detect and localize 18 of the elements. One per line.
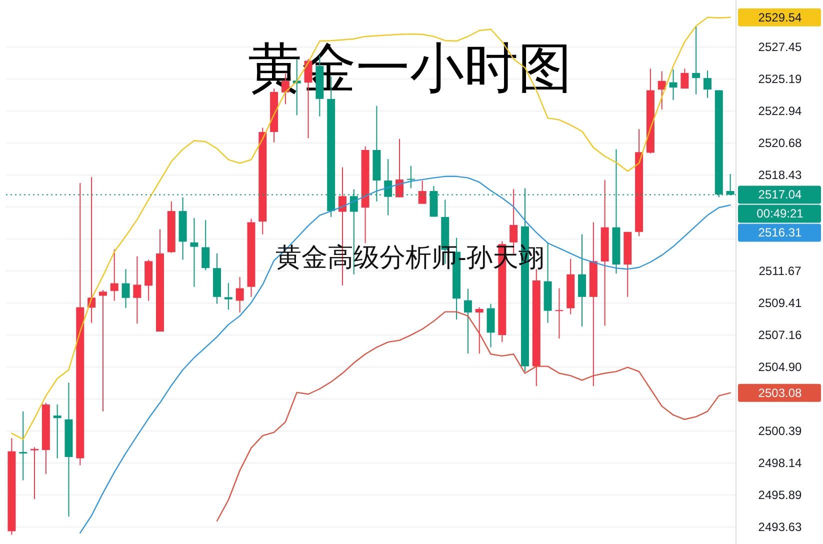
ref-line-label: 2517.04 [758, 188, 802, 202]
y-tick-label: 2509.41 [758, 296, 802, 310]
y-tick-label: 2520.68 [758, 136, 802, 150]
y-tick-label: 2500.39 [758, 424, 802, 438]
y-tick-label: 2493.63 [758, 520, 802, 534]
y-tick-label: 2504.90 [758, 360, 802, 374]
y-tick-label: 2495.89 [758, 488, 802, 502]
y-tick-label: 2522.94 [758, 104, 802, 118]
text: 2503.08 [758, 386, 802, 400]
y-tick-label: 2525.19 [758, 72, 802, 86]
y-tick-label: 2511.67 [758, 264, 802, 278]
y-tick-label: 2498.14 [758, 456, 802, 470]
y-tick-label: 2507.16 [758, 328, 802, 342]
y-tick-label: 2518.43 [758, 168, 802, 182]
text: 2516.31 [758, 226, 802, 240]
text: 2529.54 [758, 10, 802, 24]
text: 00:49:21 [756, 206, 804, 221]
y-tick-label: 2527.45 [758, 40, 802, 54]
